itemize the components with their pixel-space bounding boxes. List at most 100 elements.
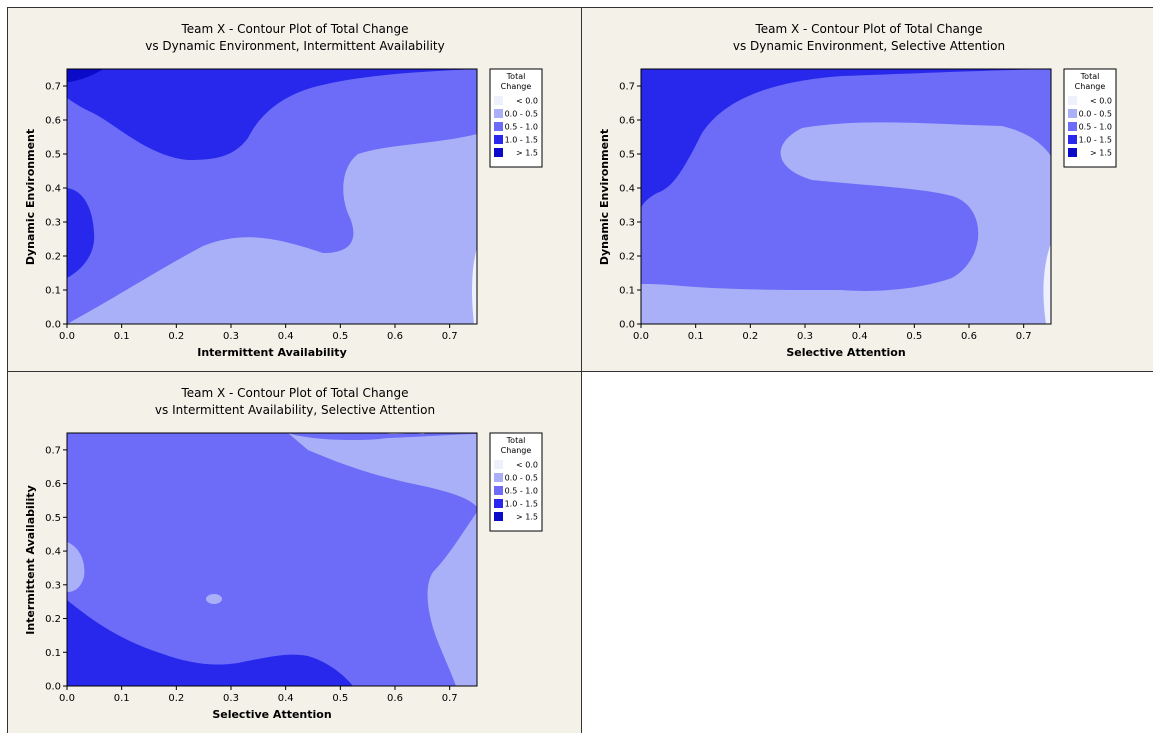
chart-title-line-2: vs Dynamic Environment, Selective Attent…: [733, 39, 1005, 53]
region-0.5-1.0: [641, 69, 1051, 291]
plot-frame: [66, 68, 478, 325]
legend-swatch: [1068, 96, 1077, 105]
region-0-0.5-right: [427, 512, 477, 686]
x-axis-label: Intermittent Availability: [197, 346, 347, 359]
y-tick-label: 0.6: [45, 479, 61, 490]
y-tick-label: 0.7: [45, 445, 61, 456]
contour-chart-1: Team X - Contour Plot of Total Change vs…: [24, 22, 543, 359]
legend-entry-label: < 0.0: [1090, 97, 1112, 106]
x-tick-label: 0.7: [442, 331, 458, 342]
region-1.0-1.5-left: [67, 188, 95, 278]
x-tick-label: 0.4: [278, 693, 294, 704]
legend-entry-label: > 1.5: [1090, 149, 1112, 158]
legend-swatch: [494, 460, 503, 469]
y-tick-label: 0.3: [45, 218, 61, 229]
contour-panel-2: Team X - Contour Plot of Total Change vs…: [581, 7, 1153, 372]
chart-title-line-1: Team X - Contour Plot of Total Change: [180, 22, 408, 36]
y-tick-label: 0.2: [619, 252, 635, 263]
region-1.0-1.5: [641, 69, 1051, 208]
region-0-0.5-spot: [206, 594, 222, 604]
legend-entry-label: 0.5 - 1.0: [505, 123, 538, 132]
region-1.0-1.5: [67, 69, 477, 160]
y-tick-label: 0.7: [45, 82, 61, 93]
x-tick-label: 0.7: [1016, 331, 1032, 342]
legend-swatch: [494, 122, 503, 131]
plot-frame: [640, 68, 1052, 325]
legend-entry-label: 0.0 - 0.5: [505, 474, 538, 483]
legend-entry-label: < 0.0: [516, 97, 538, 106]
x-tick-label: 0.1: [688, 331, 704, 342]
x-tick-label: 0.6: [387, 693, 403, 704]
x-tick-label: 0.2: [168, 331, 184, 342]
y-tick-label: 0.7: [619, 82, 635, 93]
y-tick-label: 0.5: [45, 513, 61, 524]
x-tick-label: 0.7: [442, 693, 458, 704]
legend-entry-label: > 1.5: [516, 149, 538, 158]
contour-panel-3: Team X - Contour Plot of Total Change vs…: [7, 371, 582, 733]
x-axis-label: Selective Attention: [786, 346, 905, 359]
y-tick-label: 0.4: [619, 184, 635, 195]
x-tick-label: 0.4: [278, 331, 294, 342]
x-tick-label: 0.3: [797, 331, 813, 342]
legend-title-line-2: Change: [1075, 82, 1106, 91]
chart-title-line-2: vs Intermittent Availability, Selective …: [155, 403, 435, 417]
y-tick-label: 0.3: [45, 580, 61, 591]
y-tick-label: 0.4: [45, 184, 61, 195]
y-tick-label: 0.1: [45, 648, 61, 659]
axis-ticks: 0.0 0.1 0.2 0.3 0.4 0.5 0.6 0.7 0.0 0.1 0.2 0.3 0.4 0…: [45, 445, 458, 704]
legend-swatch: [494, 473, 503, 482]
region-1.0-1.5: [67, 600, 353, 686]
legend-entry-label: 0.0 - 0.5: [1079, 110, 1112, 119]
x-tick-label: 0.5: [906, 331, 922, 342]
x-tick-label: 0.2: [742, 331, 758, 342]
y-tick-label: 0.1: [619, 286, 635, 297]
x-tick-label: 0.1: [114, 331, 130, 342]
legend-entry-label: 1.0 - 1.5: [505, 500, 538, 509]
x-axis-label: Selective Attention: [212, 708, 331, 721]
legend-swatch: [494, 96, 503, 105]
chart-title-line-1: Team X - Contour Plot of Total Change: [754, 22, 982, 36]
plot-frame: [66, 432, 478, 687]
legend-swatch: [1068, 109, 1077, 118]
legend-entry-label: 0.0 - 0.5: [505, 110, 538, 119]
y-tick-label: 0.0: [619, 320, 635, 331]
y-axis-label: Intermittent Availability: [24, 485, 37, 635]
x-tick-label: 0.0: [59, 693, 75, 704]
legend-swatch: [494, 512, 503, 521]
legend-swatch: [494, 135, 503, 144]
region-0-0.5-left: [67, 542, 85, 592]
y-tick-label: 0.0: [45, 682, 61, 693]
axis-ticks: 0.0 0.1 0.2 0.3 0.4 0.5 0.6 0.7 0.0 0.1 0.2 0.3 0.4 0…: [619, 82, 1032, 343]
y-tick-label: 0.3: [619, 218, 635, 229]
y-tick-label: 0.4: [45, 547, 61, 558]
y-axis-label: Dynamic Environment: [24, 129, 37, 265]
legend-swatch: [494, 499, 503, 508]
legend-title-line-1: Total: [1080, 72, 1100, 81]
legend-entry-label: > 1.5: [516, 513, 538, 522]
y-tick-label: 0.2: [45, 614, 61, 625]
contour-chart-3: Team X - Contour Plot of Total Change vs…: [24, 386, 543, 721]
x-tick-label: 0.1: [114, 693, 130, 704]
legend-title-line-2: Change: [501, 82, 532, 91]
y-tick-label: 0.5: [619, 150, 635, 161]
region-0-0.5-top: [288, 433, 477, 507]
axis-ticks: 0.0 0.1 0.2 0.3 0.4 0.5 0.6 0.7 0.0 0.1 0.2 0.3 0.4 0…: [45, 82, 458, 343]
legend-title-line-1: Total: [506, 436, 526, 445]
legend-entry-label: < 0.0: [516, 461, 538, 470]
x-tick-label: 0.4: [852, 331, 868, 342]
x-tick-label: 0.5: [332, 331, 348, 342]
legend-swatch: [1068, 148, 1077, 157]
x-tick-label: 0.3: [223, 693, 239, 704]
contour-regions: [67, 69, 477, 324]
x-tick-label: 0.0: [59, 331, 75, 342]
legend-entry-label: 1.0 - 1.5: [505, 136, 538, 145]
legend-title-line-1: Total: [506, 72, 526, 81]
contour-chart-2: Team X - Contour Plot of Total Change vs…: [598, 22, 1117, 359]
legend-swatch: [1068, 135, 1077, 144]
x-tick-label: 0.6: [961, 331, 977, 342]
legend-swatch: [1068, 122, 1077, 131]
region-gt-1.5: [67, 69, 104, 82]
y-axis-label: Dynamic Environment: [598, 129, 611, 265]
